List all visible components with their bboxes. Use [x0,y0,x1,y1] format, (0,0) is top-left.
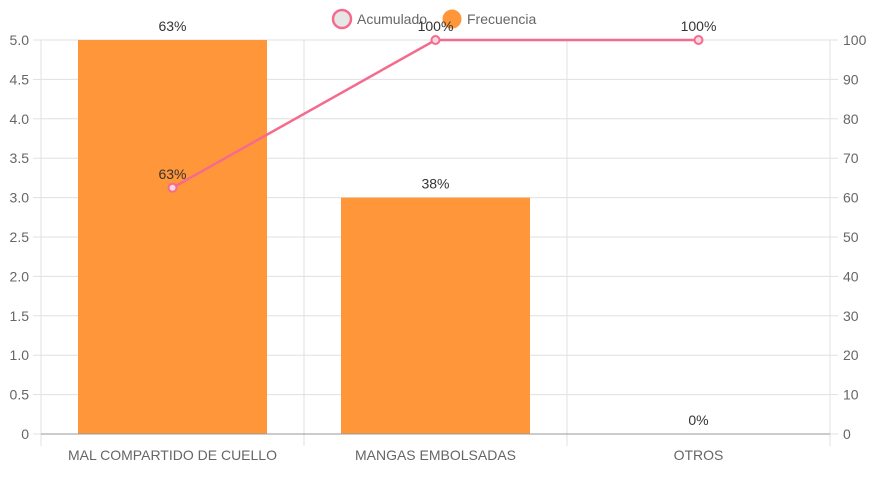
y-right-tick-label: 80 [843,111,859,127]
y-right-tick-label: 30 [843,308,859,324]
y-right-tick-label: 70 [843,150,859,166]
line-point [167,182,178,193]
legend-swatch-frecuencia[interactable] [442,9,462,29]
y-left-tick-label: 0.5 [10,387,30,403]
x-tick-label: OTROS [674,447,724,463]
line-point [693,35,704,45]
bar-data-label: 38% [421,176,449,192]
x-tick-label: MANGAS EMBOLSADAS [355,447,516,463]
y-right-tick-label: 20 [843,347,859,363]
y-left-tick-label: 2.5 [10,229,30,245]
y-left-tick-label: 3.0 [10,190,30,206]
y-left-tick-label: 5.0 [10,32,30,48]
line-data-label: 100% [681,18,717,34]
bar-data-label: 0% [688,412,708,428]
y-right-tick-label: 0 [843,426,851,442]
y-right-tick-label: 50 [843,229,859,245]
bar [78,40,267,434]
y-left-tick-label: 1.5 [10,308,30,324]
line-data-label: 63% [158,166,186,182]
y-left-tick-label: 1.0 [10,347,30,363]
y-left-tick-label: 2.0 [10,268,30,284]
bar-data-label: 63% [158,18,186,34]
line-series [167,35,704,193]
y-left-tick-label: 0 [21,426,29,442]
y-left-tick-label: 4.5 [10,71,30,87]
legend-label-acumulado[interactable]: Acumulado [357,11,427,27]
legend[interactable]: Acumulado Frecuencia [331,8,536,30]
line-data-label: 100% [418,18,454,34]
data-labels: 63% 38% 0% 63% 100% 100% [158,18,716,428]
y-right-tick-label: 40 [843,268,859,284]
y-right-tick-label: 10 [843,387,859,403]
legend-label-frecuencia[interactable]: Frecuencia [467,11,536,27]
bar [341,197,530,434]
y-left-tick-label: 4.0 [10,111,30,127]
bar-series [78,40,530,434]
axes: 0 0.5 1.0 1.5 2.0 2.5 3.0 3.5 4.0 4.5 5.0 0 10 20 30 40… [10,32,867,463]
y-right-tick-label: 90 [843,71,859,87]
x-tick-label: MAL COMPARTIDO DE CUELLO [68,447,277,463]
y-left-tick-label: 3.5 [10,150,30,166]
y-right-tick-label: 100 [843,32,867,48]
y-right-tick-label: 60 [843,190,859,206]
line-point [430,35,441,45]
legend-swatch-acumulado[interactable] [331,8,353,30]
